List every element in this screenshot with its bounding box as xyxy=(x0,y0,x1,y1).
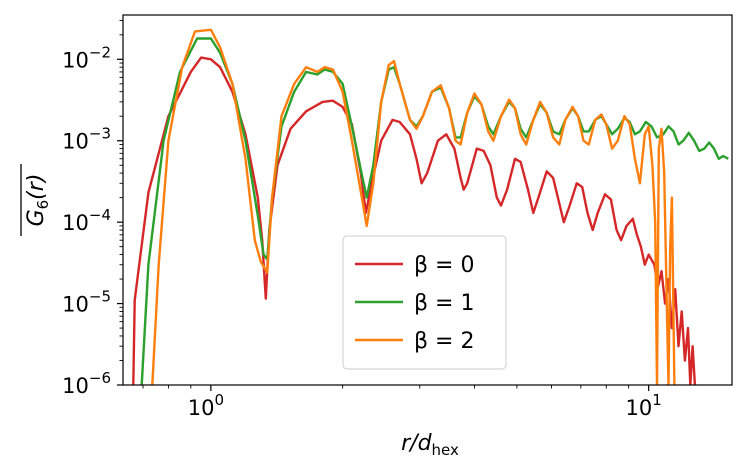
y-axis-label: G6(r) xyxy=(20,164,52,236)
axis-ticks: 10−6 10−5 10−4 10−3 10−2 100 101 xyxy=(62,20,662,420)
y-tick-label: 10−5 xyxy=(62,288,111,317)
y-tick-label: 10−3 xyxy=(62,125,111,154)
y-tick-label: 10−6 xyxy=(62,369,111,398)
x-axis-label: r/dhex xyxy=(401,431,459,459)
x-label-main: r/d xyxy=(401,431,432,456)
x-tick-label: 100 xyxy=(188,391,224,420)
y-label-tail: (r) xyxy=(24,174,49,200)
plot-frame xyxy=(122,14,733,386)
y-tick-label: 10−4 xyxy=(62,206,111,235)
svg-text:r/dhex: r/dhex xyxy=(401,431,459,459)
legend-box xyxy=(342,235,507,370)
series-lines xyxy=(132,28,729,385)
legend-label-beta-2: β = 2 xyxy=(414,329,474,354)
series-line-beta-0 xyxy=(132,56,697,385)
svg-text:G6(r): G6(r) xyxy=(24,174,52,227)
y-label-sub: 6 xyxy=(34,200,52,210)
x-tick-label: 101 xyxy=(626,391,662,420)
y-tick-label: 10−2 xyxy=(62,43,111,72)
legend: β = 0 β = 1 β = 2 xyxy=(342,235,507,370)
legend-label-beta-0: β = 0 xyxy=(414,253,474,278)
legend-label-beta-1: β = 1 xyxy=(414,291,474,316)
x-label-sub: hex xyxy=(432,441,459,459)
series-line-beta-2 xyxy=(151,28,676,385)
y-label-main: G xyxy=(24,209,49,226)
